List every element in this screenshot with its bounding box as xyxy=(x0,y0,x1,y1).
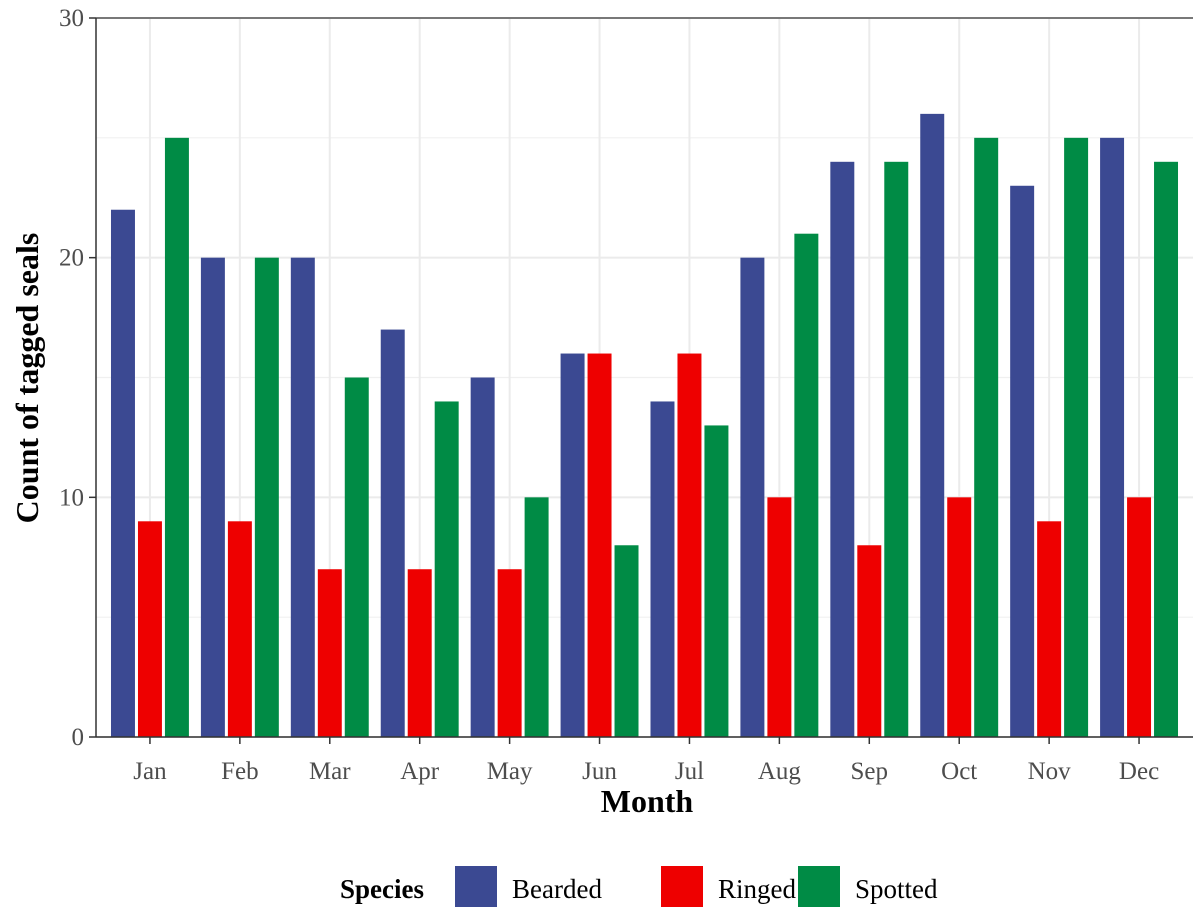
legend-key-bearded xyxy=(455,866,497,907)
bar-ringed-jun xyxy=(587,353,612,737)
bar-bearded-dec xyxy=(1100,137,1125,738)
bar-spotted-dec xyxy=(1154,161,1179,738)
bar-spotted-may xyxy=(524,497,549,737)
bar-bearded-sep xyxy=(830,161,855,738)
bar-bearded-oct xyxy=(920,113,945,737)
legend-label-ringed: Ringed xyxy=(718,874,796,904)
bar-spotted-oct xyxy=(974,137,999,738)
bar-spotted-apr xyxy=(434,401,459,737)
x-tick-label: Aug xyxy=(758,758,802,785)
bar-bearded-may xyxy=(470,377,495,737)
x-tick-label: Oct xyxy=(941,758,977,785)
x-tick-label: Sep xyxy=(851,758,889,785)
x-tick-label: Feb xyxy=(221,758,259,785)
bar-bearded-mar xyxy=(290,257,315,737)
bar-spotted-sep xyxy=(884,161,909,738)
bar-bearded-apr xyxy=(380,329,405,737)
bar-spotted-jul xyxy=(704,425,729,737)
bar-ringed-nov xyxy=(1037,521,1062,737)
x-tick-label: Jul xyxy=(675,758,704,785)
legend-title: Species xyxy=(340,874,424,904)
bar-spotted-nov xyxy=(1064,137,1089,738)
bar-bearded-aug xyxy=(740,257,765,737)
legend-key-spotted xyxy=(798,866,840,907)
bar-bearded-jun xyxy=(560,353,585,737)
y-tick-label: 0 xyxy=(72,724,85,751)
y-axis-title: Count of tagged seals xyxy=(9,233,45,524)
bar-spotted-aug xyxy=(794,233,819,737)
x-axis-title: Month xyxy=(601,783,694,819)
bar-ringed-mar xyxy=(317,569,342,737)
x-tick-label: Apr xyxy=(400,758,440,785)
bar-ringed-apr xyxy=(407,569,432,737)
bar-bearded-jan xyxy=(110,209,135,737)
x-tick-label: Nov xyxy=(1028,758,1072,785)
legend-key-ringed xyxy=(661,866,703,907)
bar-bearded-nov xyxy=(1010,185,1035,737)
bar-ringed-dec xyxy=(1127,497,1152,737)
bar-ringed-may xyxy=(497,569,522,737)
bar-spotted-feb xyxy=(254,257,279,737)
x-tick-label: Mar xyxy=(309,758,351,785)
x-tick-label: Dec xyxy=(1119,758,1159,785)
y-tick-label: 20 xyxy=(59,245,84,272)
x-tick-label: Jun xyxy=(582,758,617,785)
bar-ringed-jul xyxy=(677,353,702,737)
axes: 0 10 20 30 Jan Feb Mar Apr May Jun Jul Aug Sep Oct Nov… xyxy=(59,5,1193,785)
bar-spotted-jun xyxy=(614,545,639,737)
bar-ringed-aug xyxy=(767,497,792,737)
bars xyxy=(110,113,1179,738)
x-tick-label: May xyxy=(487,758,533,785)
y-tick-label: 30 xyxy=(59,5,84,32)
legend: Species Bearded Ringed Spotted xyxy=(340,866,938,907)
x-tick-label: Jan xyxy=(133,758,167,785)
bar-spotted-jan xyxy=(164,137,189,738)
bar-spotted-mar xyxy=(344,377,369,737)
bar-ringed-sep xyxy=(857,545,882,737)
bar-ringed-feb xyxy=(227,521,252,737)
y-tick-label: 10 xyxy=(59,484,84,511)
legend-label-spotted: Spotted xyxy=(855,874,938,904)
bar-bearded-jul xyxy=(650,401,675,737)
bar-bearded-feb xyxy=(200,257,225,737)
bar-ringed-jan xyxy=(137,521,162,737)
bar-ringed-oct xyxy=(947,497,972,737)
legend-label-bearded: Bearded xyxy=(512,874,602,904)
